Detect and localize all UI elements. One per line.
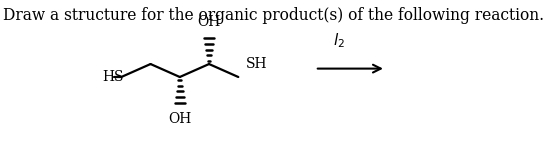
Text: Draw a structure for the organic product(s) of the following reaction.: Draw a structure for the organic product… bbox=[3, 7, 545, 24]
Text: $\mathit{l}_2$: $\mathit{l}_2$ bbox=[333, 31, 345, 50]
Text: SH: SH bbox=[246, 57, 267, 71]
Text: OH: OH bbox=[197, 15, 221, 29]
Text: HS: HS bbox=[102, 70, 123, 84]
Text: OH: OH bbox=[168, 112, 191, 126]
